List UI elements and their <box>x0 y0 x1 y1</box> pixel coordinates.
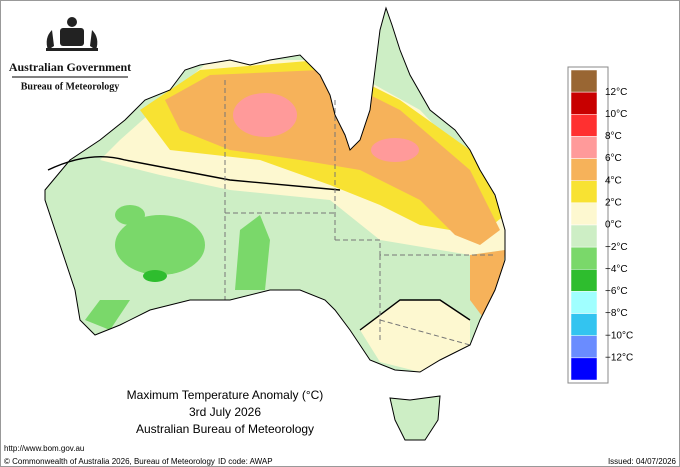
legend-swatch <box>570 246 598 270</box>
tasmania-coast <box>389 395 441 441</box>
legend-swatch <box>570 313 598 336</box>
bureau-name: Bureau of Meteorology <box>21 81 120 92</box>
legend-label: 10°C <box>605 109 627 120</box>
legend-label: −10°C <box>605 330 633 341</box>
footer-id: ID code: AWAP <box>218 457 273 466</box>
legend-swatch <box>570 158 598 181</box>
legend-label: −12°C <box>605 352 633 363</box>
legend-label: 0°C <box>605 220 622 231</box>
footer-url: http://www.bom.gov.au <box>4 444 84 453</box>
legend-label: 12°C <box>605 87 627 98</box>
legend-label: 6°C <box>605 153 622 164</box>
legend-swatch <box>570 202 598 226</box>
state-borders <box>224 80 495 346</box>
legend-swatch <box>570 180 598 204</box>
legend: 12°C 10°C 8°C 6°C 4°C 2°C 0°C −2°C −4°C −6°C −8°C −… <box>567 66 633 384</box>
legend-swatch <box>570 114 598 137</box>
legend-swatch <box>570 224 598 248</box>
legend-label: −4°C <box>605 264 628 275</box>
legend-label: −2°C <box>605 242 628 253</box>
coastline <box>44 6 506 373</box>
map-source: Australian Bureau of Meteorology <box>136 422 314 436</box>
map-date: 3rd July 2026 <box>189 405 261 419</box>
footer-issued: Issued: 04/07/2026 <box>608 457 677 466</box>
legend-swatch <box>570 69 598 93</box>
legend-swatch <box>570 269 598 292</box>
government-name: Australian Government <box>9 60 131 74</box>
legend-label: 8°C <box>605 131 622 142</box>
coat-of-arms <box>46 17 98 51</box>
legend-label: −6°C <box>605 286 628 297</box>
legend-swatch <box>570 335 598 359</box>
legend-label: −8°C <box>605 308 628 319</box>
legend-label: 4°C <box>605 175 622 186</box>
legend-swatch <box>570 91 598 115</box>
map-title: Maximum Temperature Anomaly (°C) <box>127 388 324 402</box>
legend-label: 2°C <box>605 197 622 208</box>
legend-swatch <box>570 136 598 159</box>
legend-swatch <box>570 357 598 381</box>
footer-copyright: © Commonwealth of Australia 2026, Bureau… <box>4 457 215 466</box>
legend-swatch <box>570 291 598 314</box>
